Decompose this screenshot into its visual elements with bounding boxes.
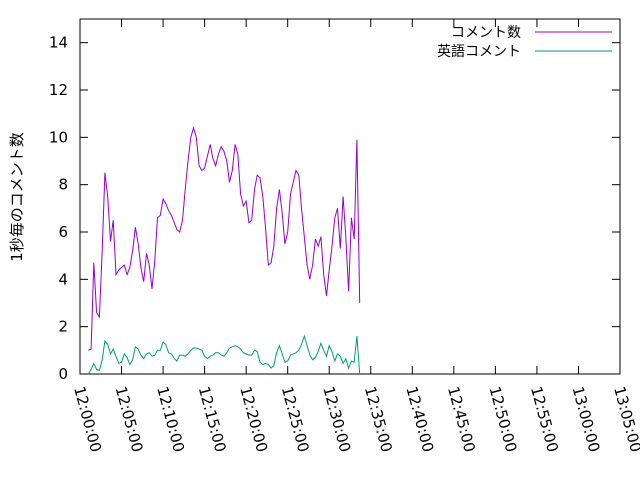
series-lines <box>87 126 361 375</box>
y-tick-label: 12 <box>49 81 68 99</box>
legend-label-1: 英語コメント <box>437 43 521 60</box>
y-tick-label: 14 <box>49 34 68 52</box>
y-axis-label: 1秒毎のコメント数 <box>8 132 26 262</box>
y-tick-label: 4 <box>58 270 68 288</box>
y-axis-ticks: 0 2 4 6 8 10 12 14 <box>49 34 620 383</box>
x-tick-label: 12:25:00 <box>278 384 313 454</box>
x-axis-ticks: 12:00:00 12:05:00 12:10:00 12:15:00 12:20:00… <box>70 19 640 454</box>
x-tick-label: 12:35:00 <box>361 384 396 454</box>
x-tick-label: 12:20:00 <box>236 384 271 454</box>
x-tick-label: 12:15:00 <box>195 384 230 454</box>
y-tick-label: 10 <box>49 128 68 146</box>
x-tick-label: 12:30:00 <box>319 384 354 454</box>
series-line-0 <box>88 126 361 351</box>
x-tick-label: 12:10:00 <box>153 384 188 454</box>
x-tick-label: 12:00:00 <box>70 384 105 454</box>
series-line-1 <box>87 334 361 375</box>
x-tick-label: 12:55:00 <box>527 384 562 454</box>
x-tick-label: 13:05:00 <box>610 384 640 454</box>
legend-label-0: コメント数 <box>451 25 521 41</box>
x-tick-label: 12:05:00 <box>112 384 147 454</box>
y-tick-label: 0 <box>58 365 68 383</box>
y-tick-label: 2 <box>58 318 68 336</box>
x-tick-label: 13:00:00 <box>569 384 604 454</box>
x-tick-label: 12:45:00 <box>444 384 479 454</box>
x-tick-label: 12:40:00 <box>402 384 437 454</box>
plot-frame <box>79 18 621 375</box>
y-tick-label: 8 <box>58 176 68 194</box>
y-tick-label: 6 <box>58 223 68 241</box>
x-tick-label: 12:50:00 <box>486 384 521 454</box>
